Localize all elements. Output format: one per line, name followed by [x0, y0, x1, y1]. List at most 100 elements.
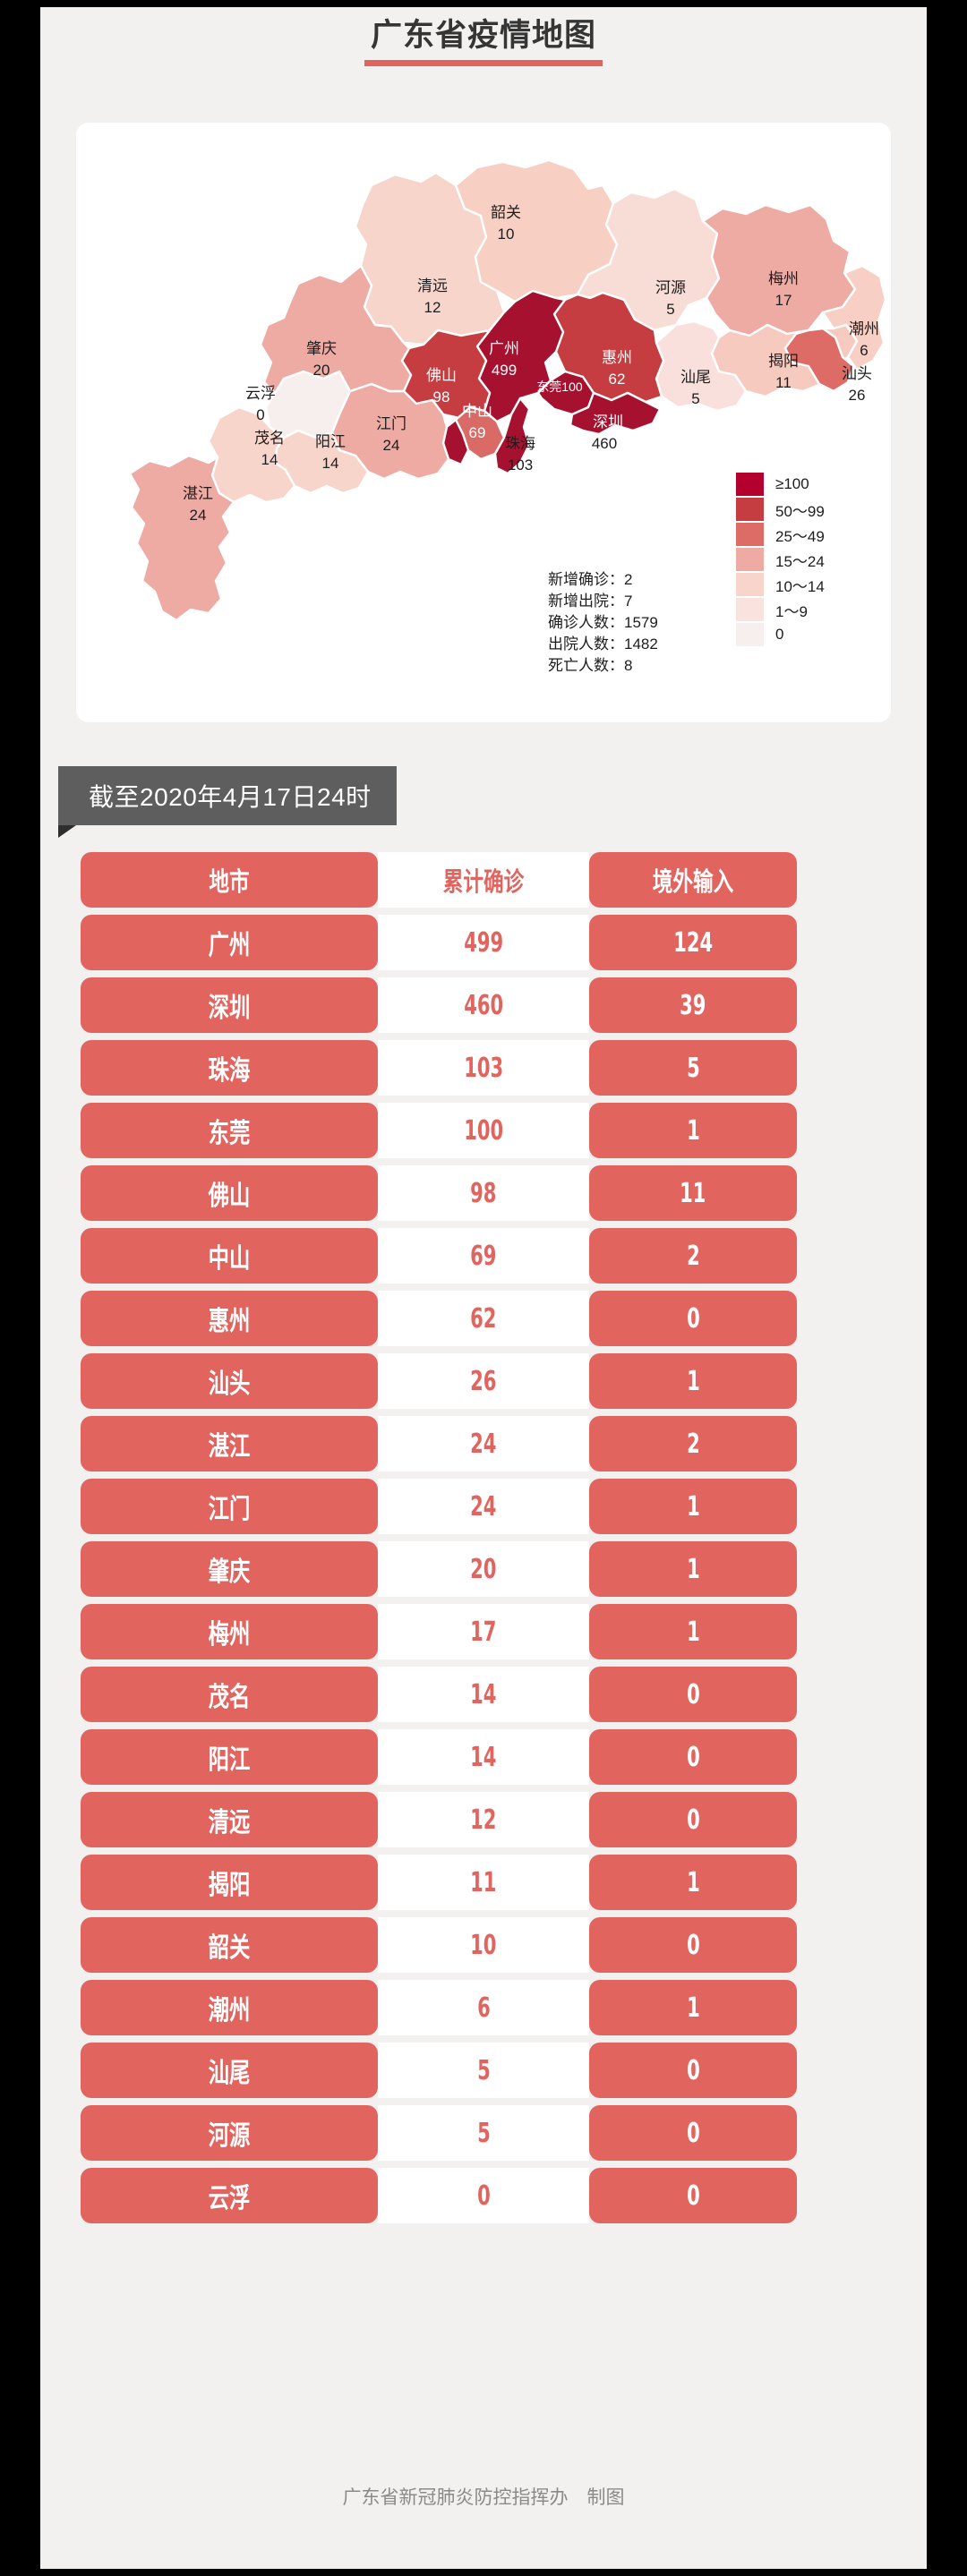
cell-imported-text: 0 — [686, 1804, 700, 1836]
map-label-chaozhou-name: 潮州 — [849, 320, 879, 337]
cell-confirmed: 69 — [378, 1228, 589, 1284]
map-label-shaoguan-name: 韶关 — [491, 204, 521, 221]
cell-imported-text: 0 — [686, 1678, 700, 1710]
cell-city: 茂名 — [81, 1667, 378, 1722]
legend-row: 25～49 — [736, 522, 825, 547]
legend-row: ≥100 — [736, 472, 825, 497]
table-row[interactable]: 河源 5 0 — [81, 2105, 886, 2161]
cell-imported: 0 — [589, 2168, 797, 2223]
column-header-imported: 境外输入 — [589, 852, 797, 908]
stat-new-confirmed: 新增确诊：2 — [548, 571, 633, 588]
cell-city-text: 河源 — [208, 2120, 251, 2152]
map-label-shanwei-value: 5 — [691, 390, 699, 407]
cell-imported-text: 1 — [686, 1553, 700, 1585]
cell-confirmed: 98 — [378, 1165, 589, 1221]
cell-city-text: 揭阳 — [208, 1870, 251, 1901]
legend-label: 1～9 — [775, 602, 808, 620]
table-row[interactable]: 东莞 100 1 — [81, 1103, 886, 1158]
table-row[interactable]: 云浮 0 0 — [81, 2168, 886, 2223]
table-row[interactable]: 惠州 62 0 — [81, 1291, 886, 1346]
map-label-huizhou-value: 62 — [609, 371, 626, 388]
map-label-yangjiang-name: 阳江 — [315, 433, 346, 450]
legend-swatch — [736, 573, 764, 596]
table-row[interactable]: 珠海 103 5 — [81, 1040, 886, 1096]
cell-imported-text: 124 — [673, 926, 713, 959]
column-header-imported-text: 境外输入 — [652, 866, 734, 897]
cell-city-text: 珠海 — [208, 1055, 251, 1087]
cell-confirmed: 103 — [378, 1040, 589, 1096]
table-row[interactable]: 梅州 17 1 — [81, 1604, 886, 1659]
table-row[interactable]: 清远 12 0 — [81, 1792, 886, 1847]
cell-imported-text: 5 — [686, 1052, 700, 1084]
column-header-city-text: 地市 — [209, 866, 250, 897]
table-row[interactable]: 湛江 24 2 — [81, 1416, 886, 1471]
cell-city: 汕尾 — [81, 2043, 378, 2098]
table-row[interactable]: 茂名 14 0 — [81, 1667, 886, 1722]
page-title: 广东省疫情地图 — [40, 16, 927, 66]
cell-confirmed-text: 98 — [470, 1177, 497, 1209]
title-underline — [364, 60, 603, 66]
map-label-yunfu-name: 云浮 — [245, 385, 276, 402]
cell-city-text: 潮州 — [208, 1995, 251, 2026]
map-label-jieyang-value: 11 — [775, 374, 792, 391]
region-shantou — [783, 327, 855, 393]
map-label-heyuan-name: 河源 — [655, 279, 686, 296]
cell-city: 韶关 — [81, 1917, 378, 1973]
cell-imported: 1 — [589, 1541, 797, 1597]
stat-total-confirmed: 确诊人数：1579 — [548, 614, 658, 631]
map-label-huizhou-name: 惠州 — [602, 349, 632, 366]
cell-imported-text: 1 — [686, 1866, 700, 1898]
table-row[interactable]: 中山 69 2 — [81, 1228, 886, 1284]
table-row[interactable]: 广州 499 124 — [81, 915, 886, 970]
date-banner-tail — [58, 825, 76, 838]
map-label-zhongshan-name: 中山 — [462, 403, 492, 420]
cell-confirmed: 14 — [378, 1729, 589, 1785]
cell-confirmed: 14 — [378, 1667, 589, 1722]
cell-city: 东莞 — [81, 1103, 378, 1158]
cell-city-text: 江门 — [208, 1494, 251, 1525]
cell-confirmed-text: 460 — [464, 989, 503, 1021]
cell-city-text: 茂名 — [208, 1682, 251, 1713]
table-row[interactable]: 汕尾 5 0 — [81, 2043, 886, 2098]
cell-confirmed-text: 0 — [476, 2179, 491, 2212]
cell-imported: 5 — [589, 1040, 797, 1096]
cell-confirmed-text: 20 — [470, 1553, 497, 1585]
cell-city-text: 广州 — [208, 930, 251, 961]
cell-imported-text: 0 — [686, 2117, 700, 2149]
table-row[interactable]: 潮州 6 1 — [81, 1980, 886, 2035]
cell-city-text: 汕头 — [208, 1369, 251, 1400]
cell-confirmed-text: 69 — [470, 1240, 497, 1272]
city-statistics-table: 地市 累计确诊 境外输入 广州 499 124 深圳 460 39 珠海 103 5 东莞 100 1 佛山 9… — [81, 852, 886, 2231]
map-label-zhanjiang-name: 湛江 — [183, 485, 213, 502]
table-row[interactable]: 深圳 460 39 — [81, 977, 886, 1033]
legend-label: 25～49 — [775, 527, 825, 545]
cell-confirmed-text: 100 — [464, 1114, 503, 1147]
table-row[interactable]: 阳江 14 0 — [81, 1729, 886, 1785]
cell-imported-text: 1 — [686, 1365, 700, 1397]
cell-city: 惠州 — [81, 1291, 378, 1346]
cell-confirmed: 0 — [378, 2168, 589, 2223]
table-row[interactable]: 佛山 98 11 — [81, 1165, 886, 1221]
map-label-shantou-name: 汕头 — [842, 365, 872, 382]
cell-imported-text: 0 — [686, 2054, 700, 2086]
map-label-guangzhou-name: 广州 — [489, 340, 519, 357]
cell-confirmed-text: 17 — [470, 1616, 497, 1648]
cell-confirmed-text: 5 — [476, 2054, 491, 2086]
region-zhanjiang — [128, 454, 235, 622]
cell-confirmed-text: 12 — [470, 1804, 497, 1836]
legend-row: 50～99 — [736, 497, 825, 522]
legend-row: 10～14 — [736, 572, 825, 597]
map-label-shantou-value: 26 — [849, 387, 866, 404]
cell-city-text: 清远 — [208, 1807, 251, 1838]
cell-city: 揭阳 — [81, 1855, 378, 1910]
table-row[interactable]: 汕头 26 1 — [81, 1353, 886, 1409]
map-label-foshan-name: 佛山 — [426, 367, 457, 384]
table-row[interactable]: 韶关 10 0 — [81, 1917, 886, 1973]
table-row[interactable]: 江门 24 1 — [81, 1479, 886, 1534]
cell-confirmed-text: 62 — [470, 1302, 497, 1335]
legend-label: 15～24 — [775, 552, 825, 570]
cell-city: 梅州 — [81, 1604, 378, 1659]
map-regions — [128, 158, 887, 622]
table-row[interactable]: 肇庆 20 1 — [81, 1541, 886, 1597]
table-row[interactable]: 揭阳 11 1 — [81, 1855, 886, 1910]
